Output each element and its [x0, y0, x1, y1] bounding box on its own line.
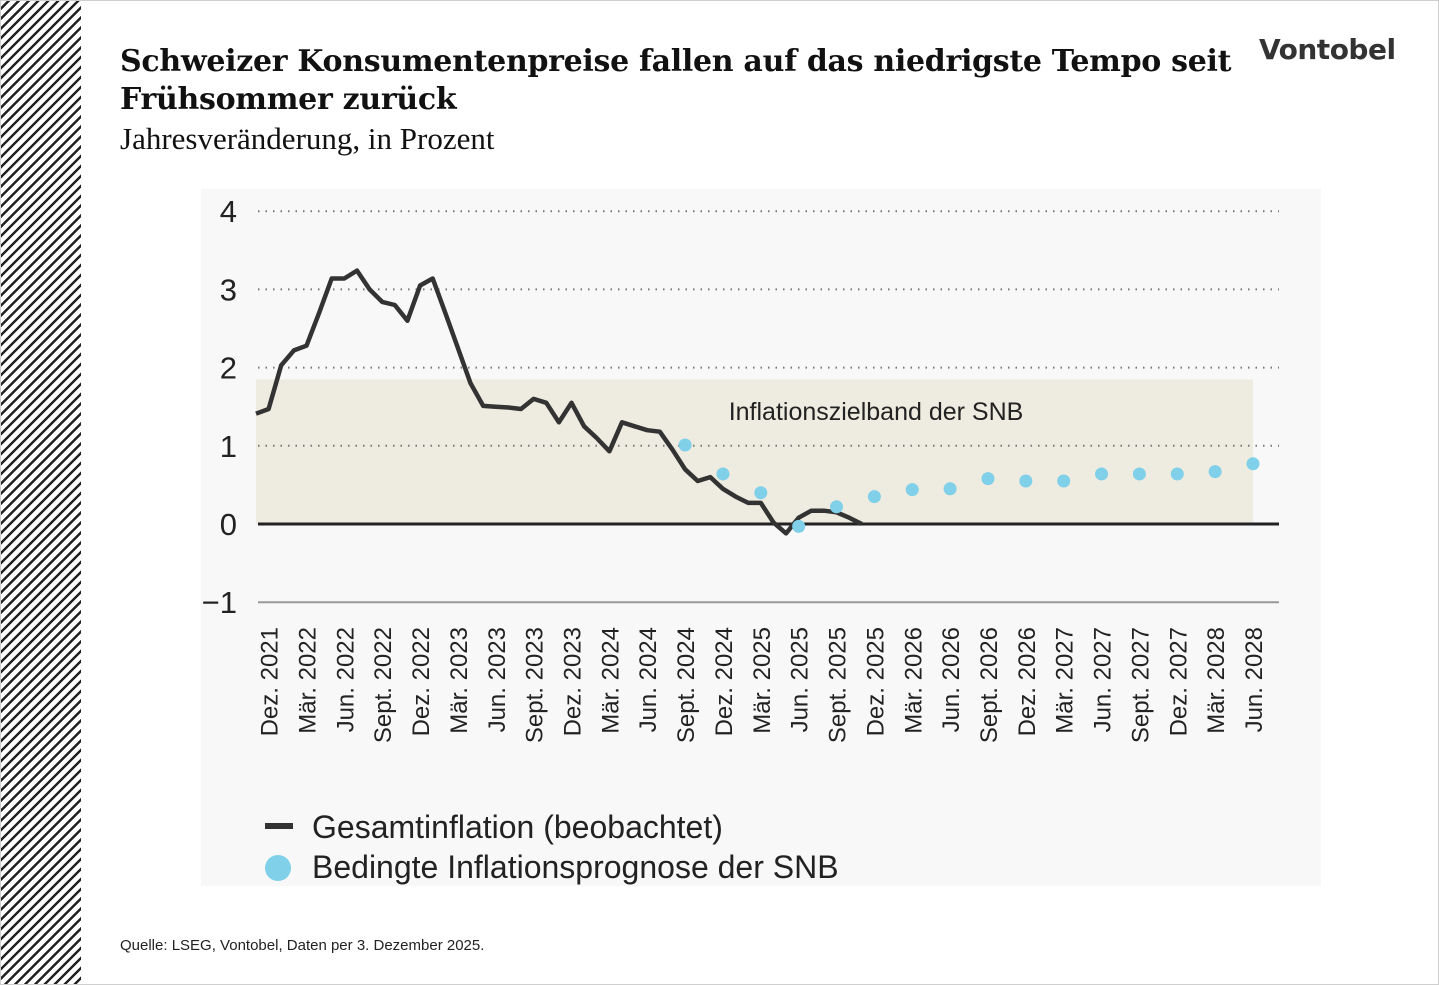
x-tick-label: Mär. 2025: [749, 627, 776, 734]
forecast-point: [1246, 457, 1260, 471]
forecast-point: [1019, 474, 1033, 488]
legend-dot-swatch: [265, 855, 291, 881]
x-tick-label: Sept. 2023: [522, 627, 549, 743]
x-tick-label: Sept. 2026: [976, 627, 1003, 743]
x-tick-label: Sept. 2022: [370, 627, 397, 743]
x-tick-label: Sept. 2024: [673, 627, 700, 743]
vontobel-logo: Vontobel: [1259, 33, 1396, 66]
forecast-point: [678, 438, 692, 452]
forecast-point: [716, 467, 730, 481]
legend-label-observed: Gesamtinflation (beobachtet): [312, 809, 723, 845]
legend-line-swatch: [265, 823, 293, 829]
x-tick-label: Mär. 2026: [900, 627, 927, 734]
y-tick-label: 1: [220, 429, 237, 464]
y-tick-label: 0: [220, 507, 237, 542]
y-tick-label: −1: [202, 585, 237, 620]
x-tick-label: Jun. 2023: [484, 627, 511, 732]
x-tick-label: Mär. 2027: [1052, 627, 1079, 734]
forecast-point: [1132, 467, 1146, 481]
x-tick-label: Jun. 2028: [1241, 627, 1268, 732]
band-label: Inflationszielband der SNB: [729, 398, 1024, 426]
plot-background: [201, 189, 1321, 886]
x-tick-label: Mär. 2024: [597, 627, 624, 734]
y-tick-label: 3: [220, 272, 237, 307]
source-note: Quelle: LSEG, Vontobel, Daten per 3. Dez…: [120, 937, 485, 954]
x-tick-label: Jun. 2024: [635, 627, 662, 732]
forecast-point: [981, 472, 995, 486]
x-tick-label: Mär. 2023: [446, 627, 473, 734]
x-tick-label: Dez. 2025: [862, 627, 889, 736]
forecast-point: [943, 482, 957, 496]
forecast-point: [1170, 467, 1184, 481]
forecast-point: [867, 490, 881, 504]
y-tick-label: 2: [220, 351, 237, 386]
x-tick-label: Jun. 2027: [1090, 627, 1117, 732]
x-tick-label: Jun. 2022: [332, 627, 359, 732]
x-tick-label: Mär. 2022: [294, 627, 321, 734]
target-band: [256, 379, 1253, 524]
x-tick-label: Dez. 2027: [1165, 627, 1192, 736]
forecast-point: [792, 519, 806, 533]
x-tick-label: Dez. 2021: [257, 627, 284, 736]
forecast-point: [754, 486, 768, 500]
hatched-sidebar: [1, 1, 81, 984]
forecast-point: [1095, 467, 1109, 481]
y-tick-label: 4: [220, 194, 237, 229]
x-tick-label: Dez. 2024: [711, 627, 738, 736]
chart-subtitle: Jahresveränderung, in Prozent: [120, 121, 495, 156]
x-tick-label: Mär. 2028: [1203, 627, 1230, 734]
x-tick-label: Dez. 2026: [1014, 627, 1041, 736]
x-tick-label: Jun. 2025: [787, 627, 814, 732]
chart-title: Schweizer Konsumentenpreise fallen auf d…: [120, 44, 1232, 117]
x-tick-label: Sept. 2025: [825, 627, 852, 743]
x-tick-label: Jun. 2026: [938, 627, 965, 732]
forecast-point: [905, 483, 919, 497]
legend-label-forecast: Bedingte Inflationsprognose der SNB: [312, 849, 839, 885]
x-tick-label: Dez. 2022: [408, 627, 435, 736]
x-tick-label: Sept. 2027: [1127, 627, 1154, 743]
forecast-point: [1208, 465, 1222, 479]
forecast-point: [830, 500, 844, 514]
forecast-point: [1057, 474, 1071, 488]
x-tick-label: Dez. 2023: [560, 627, 587, 736]
